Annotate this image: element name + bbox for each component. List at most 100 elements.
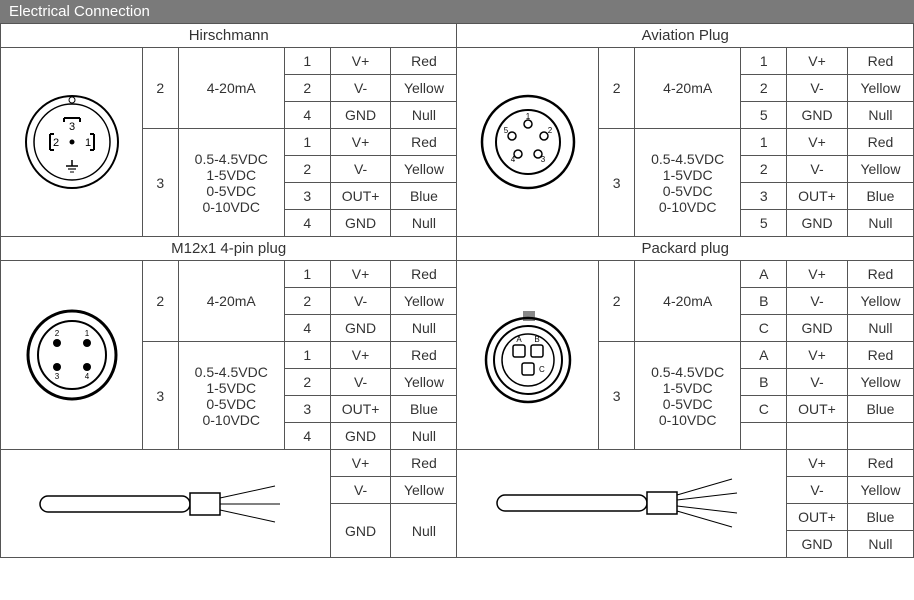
signal: V+ <box>787 48 848 75</box>
signal: OUT+ <box>787 183 848 210</box>
signal: V- <box>330 75 391 102</box>
signal: V- <box>787 75 848 102</box>
m12-diagram: 2 1 3 4 <box>1 261 143 450</box>
pin: A <box>741 261 787 288</box>
pin: 2 <box>741 75 787 102</box>
signal: OUT+ <box>787 504 848 531</box>
wire-color: Null <box>847 102 913 129</box>
signal: GND <box>330 210 391 237</box>
aviation-diagram: 1 2 3 4 5 <box>457 48 599 237</box>
signal: GND <box>330 423 391 450</box>
signal: V- <box>787 288 848 315</box>
wire-color: Red <box>391 48 457 75</box>
pin: 2 <box>741 156 787 183</box>
pin: 3 <box>285 396 331 423</box>
packard-diagram: A B C <box>457 261 599 450</box>
svg-text:2: 2 <box>548 126 553 135</box>
wire-color: Yellow <box>391 75 457 102</box>
pin: 1 <box>741 129 787 156</box>
mode-desc: 0.5-4.5VDC1-5VDC0-5VDC0-10VDC <box>178 342 285 450</box>
mode-desc: 4-20mA <box>178 48 285 129</box>
pin: C <box>741 315 787 342</box>
wire-color: Blue <box>391 183 457 210</box>
wire-color <box>847 423 913 450</box>
svg-text:2: 2 <box>54 329 59 338</box>
section-title: Electrical Connection <box>0 0 914 23</box>
signal: V- <box>787 477 848 504</box>
svg-text:5: 5 <box>504 126 509 135</box>
signal: V+ <box>330 261 391 288</box>
pin: C <box>741 396 787 423</box>
signal: V+ <box>330 342 391 369</box>
mode-desc: 4-20mA <box>634 48 741 129</box>
wire-color: Yellow <box>847 288 913 315</box>
wire-color: Yellow <box>391 288 457 315</box>
svg-text:2: 2 <box>52 137 58 149</box>
wire-color: Null <box>391 423 457 450</box>
signal: GND <box>787 315 848 342</box>
mode-desc: 0.5-4.5VDC1-5VDC0-5VDC0-10VDC <box>634 129 741 237</box>
wire-color: Red <box>847 261 913 288</box>
pin: 2 <box>285 75 331 102</box>
pin <box>741 423 787 450</box>
svg-text:1: 1 <box>84 329 89 338</box>
pin: 1 <box>285 129 331 156</box>
wire-color: Red <box>391 450 457 477</box>
wire-color: Yellow <box>847 369 913 396</box>
signal: OUT+ <box>787 396 848 423</box>
wire-color: Yellow <box>847 75 913 102</box>
signal: V+ <box>787 342 848 369</box>
wire-color: Null <box>847 531 913 558</box>
wire-color: Red <box>847 342 913 369</box>
wire-color: Null <box>847 315 913 342</box>
wire-mode: 2 <box>599 48 635 129</box>
pin: 4 <box>285 423 331 450</box>
pin: 2 <box>285 369 331 396</box>
cable3-diagram <box>1 450 331 558</box>
signal: V+ <box>330 129 391 156</box>
wire-color: Red <box>391 261 457 288</box>
svg-text:4: 4 <box>84 372 89 381</box>
signal: OUT+ <box>330 396 391 423</box>
pin: 2 <box>285 288 331 315</box>
wire-color: Yellow <box>391 369 457 396</box>
cable4-diagram <box>457 450 787 558</box>
signal: V- <box>330 288 391 315</box>
signal: GND <box>330 315 391 342</box>
wire-color: Blue <box>847 504 913 531</box>
svg-text:1: 1 <box>526 112 531 121</box>
signal: GND <box>330 504 391 558</box>
wire-mode: 3 <box>599 129 635 237</box>
wire-color: Blue <box>847 396 913 423</box>
pin: 4 <box>285 102 331 129</box>
svg-text:C: C <box>539 365 545 374</box>
mode-desc: 0.5-4.5VDC1-5VDC0-5VDC0-10VDC <box>634 342 741 450</box>
signal: V+ <box>330 48 391 75</box>
pin: 4 <box>285 210 331 237</box>
pin: 3 <box>741 183 787 210</box>
connector-header: Aviation Plug <box>457 24 914 48</box>
wire-mode: 2 <box>599 261 635 342</box>
signal: V- <box>787 369 848 396</box>
svg-text:1: 1 <box>84 137 90 149</box>
wire-color: Yellow <box>847 156 913 183</box>
pin: 1 <box>285 261 331 288</box>
mode-desc: 4-20mA <box>178 261 285 342</box>
signal: V- <box>330 156 391 183</box>
svg-text:3: 3 <box>54 372 59 381</box>
signal: V+ <box>787 261 848 288</box>
wire-color: Red <box>847 129 913 156</box>
wire-color: Red <box>391 129 457 156</box>
signal <box>787 423 848 450</box>
pin: 1 <box>285 342 331 369</box>
svg-text:A: A <box>516 335 522 344</box>
wire-color: Blue <box>391 396 457 423</box>
signal: V+ <box>787 450 848 477</box>
wire-color: Yellow <box>391 156 457 183</box>
signal: OUT+ <box>330 183 391 210</box>
connector-header: Hirschmann <box>1 24 457 48</box>
wire-mode: 2 <box>143 48 179 129</box>
signal: GND <box>330 102 391 129</box>
wire-color: Null <box>391 210 457 237</box>
pin: 3 <box>285 183 331 210</box>
